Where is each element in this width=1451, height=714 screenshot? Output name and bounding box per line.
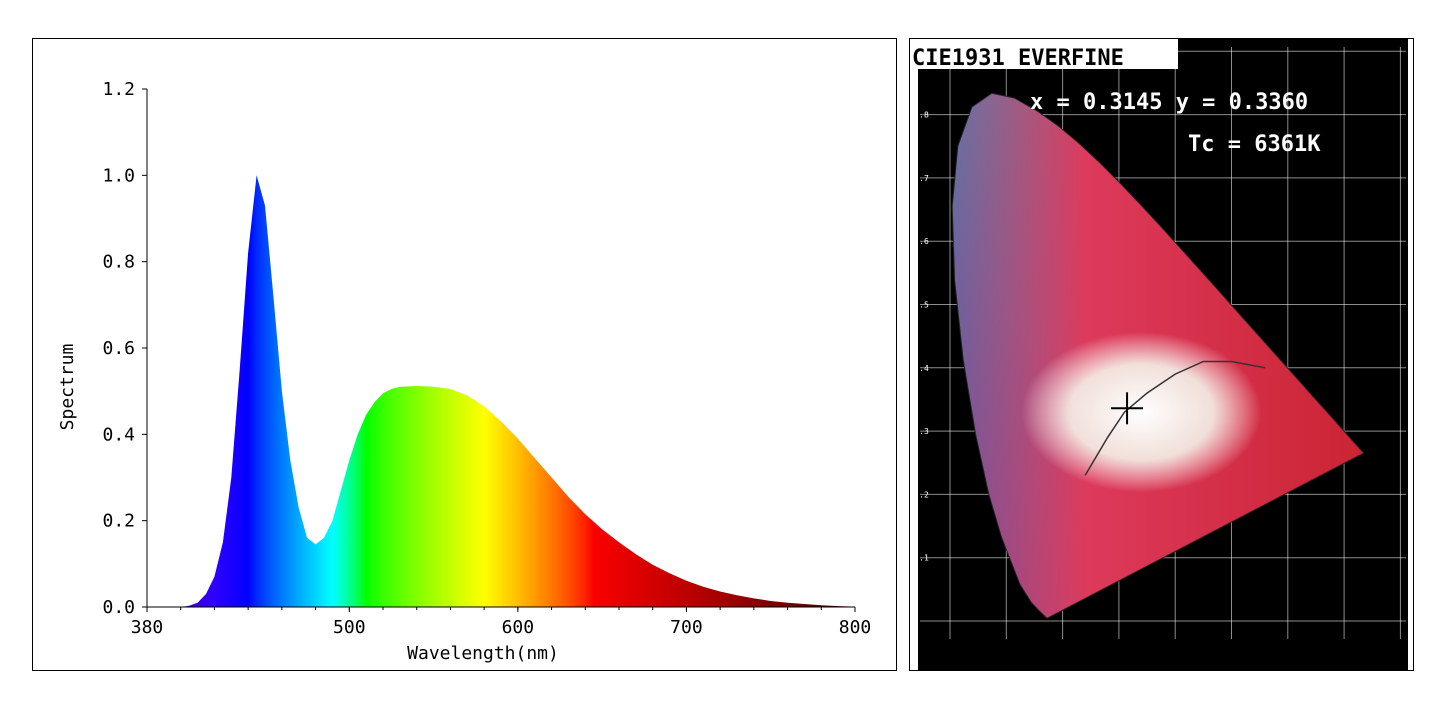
planckian-locus: [1084, 360, 1266, 476]
x-tick-label: 800: [839, 617, 872, 638]
x-tick-label: .3: [1113, 657, 1124, 667]
spectrum-chart: 0.0 0.2 0.4 0.6 0.8 1.0 1.2 380 500 600 700 800 Wav…: [57, 79, 871, 664]
y-tick-label: 0.6: [102, 338, 135, 359]
x-tick-label: 500: [333, 617, 366, 638]
y-tick-label: .1: [919, 554, 929, 563]
x-tick-label: .5: [1226, 657, 1237, 667]
y-tick-label: 1.2: [102, 79, 135, 100]
color-temperature: Tc = 6361K: [1188, 132, 1321, 157]
x-tick-label: 0: [947, 657, 952, 667]
y-tick-label: 0.4: [102, 424, 135, 445]
chromaticity-point-marker: [1111, 392, 1144, 425]
y-tick-label: .6: [919, 237, 929, 246]
y-tick-label: .4: [919, 364, 929, 373]
spectrum-chart-panel: 0.0 0.2 0.4 0.6 0.8 1.0 1.2 380 500 600 700 800 Wav…: [32, 38, 897, 671]
y-tick-label: 0.2: [102, 511, 135, 532]
chromaticity-coordinates: x = 0.3145 y = 0.3360: [1030, 90, 1308, 115]
x-tick-label: .7: [1339, 657, 1350, 667]
spectral-locus: [951, 92, 1365, 619]
x-tick-label: 380: [131, 617, 164, 638]
x-tick-label: .2: [1057, 657, 1068, 667]
x-tick-label: 600: [502, 617, 535, 638]
spectrum-axes: 0.0 0.2 0.4 0.6 0.8 1.0 1.2 380 500 600 700 800: [102, 79, 871, 638]
y-axis-label: Spectrum: [57, 344, 78, 431]
y-tick-label: 0.0: [102, 597, 135, 618]
x-tick-label: .4: [1170, 657, 1181, 667]
cie-axis-ticks: 0 .1 .2 .3 .4 .5 .6 .7 .1 .2 .3 .4 .5 .6 .7 .8: [919, 111, 1349, 667]
cie-title: CIE1931 EVERFINE: [912, 46, 1124, 71]
y-tick-label: 1.0: [102, 165, 135, 186]
y-tick-label: .8: [919, 111, 929, 120]
y-tick-label: .2: [919, 490, 929, 499]
x-tick-label: 700: [670, 617, 703, 638]
cie-diagram-panel: 0 .1 .2 .3 .4 .5 .6 .7 .1 .2 .3 .4 .5 .6 .7 .8 CIE1931 …: [909, 38, 1414, 671]
title-background: [910, 39, 1178, 69]
spectrum-area: [147, 175, 855, 608]
x-axis-label: Wavelength(nm): [407, 643, 559, 664]
y-tick-label: .7: [919, 174, 929, 183]
cie-chromaticity-diagram: 0 .1 .2 .3 .4 .5 .6 .7 .1 .2 .3 .4 .5 .6 .7 .8 CIE1931 …: [910, 39, 1408, 670]
y-tick-label: 0.8: [102, 252, 135, 273]
y-tick-label: .5: [919, 301, 929, 310]
x-tick-label: .1: [1001, 657, 1012, 667]
x-tick-label: .6: [1282, 657, 1293, 667]
y-tick-label: .3: [919, 427, 929, 436]
